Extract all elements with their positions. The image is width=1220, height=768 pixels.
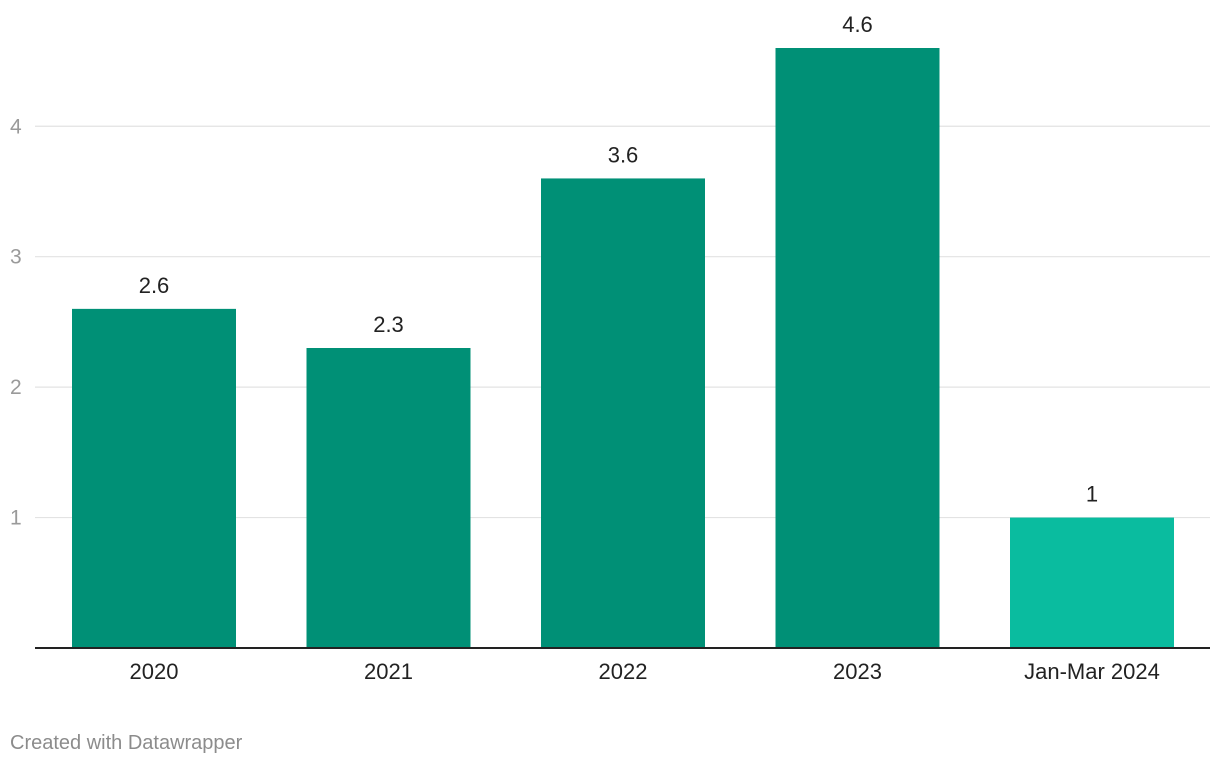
y-tick-label: 2 bbox=[10, 376, 22, 399]
value-labels: 2.6 2.3 3.6 4.6 1 bbox=[139, 12, 1098, 507]
bar bbox=[72, 308, 236, 648]
x-tick-label: 2022 bbox=[599, 659, 648, 684]
x-tick-label: Jan-Mar 2024 bbox=[1024, 659, 1160, 684]
value-label: 3.6 bbox=[608, 142, 639, 167]
bars bbox=[72, 48, 1174, 648]
value-label: 1 bbox=[1086, 482, 1098, 507]
y-tick-label: 4 bbox=[10, 115, 22, 138]
axes: 1 2 3 4 2020 2021 2022 2023 Jan-Mar 2024 bbox=[10, 115, 1210, 684]
bar bbox=[1010, 517, 1174, 648]
credit-footer: Created with Datawrapper bbox=[10, 732, 243, 754]
x-tick-label: 2021 bbox=[364, 659, 413, 684]
y-tick-label: 1 bbox=[10, 507, 22, 530]
bar bbox=[541, 178, 705, 648]
value-label: 2.6 bbox=[139, 273, 170, 298]
value-label: 4.6 bbox=[842, 12, 873, 37]
y-tick-label: 3 bbox=[10, 246, 22, 269]
x-tick-label: 2023 bbox=[833, 659, 882, 684]
value-label: 2.3 bbox=[373, 312, 404, 337]
x-tick-label: 2020 bbox=[130, 659, 179, 684]
bar bbox=[306, 348, 471, 648]
bar bbox=[775, 48, 940, 648]
